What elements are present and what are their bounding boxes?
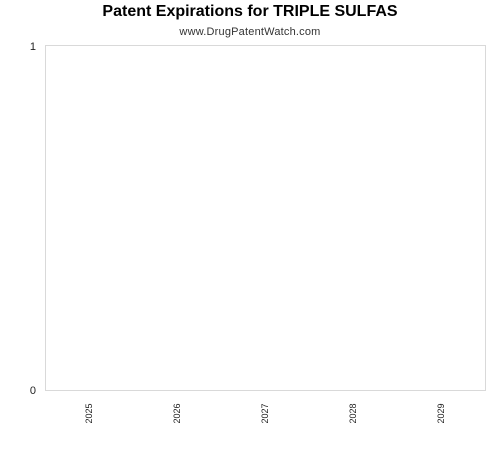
x-axis: 2025 2026 2027 2028 2029 bbox=[84, 404, 446, 424]
x-tick-label-2029: 2029 bbox=[436, 404, 446, 424]
y-tick-label-min: 0 bbox=[30, 385, 36, 397]
chart-subtitle: www.DrugPatentWatch.com bbox=[179, 26, 321, 38]
y-axis: 1 0 bbox=[30, 41, 36, 397]
x-tick-label-2028: 2028 bbox=[348, 404, 358, 424]
x-tick-label-2027: 2027 bbox=[260, 404, 270, 424]
y-tick-label-max: 1 bbox=[30, 41, 36, 53]
chart-title: Patent Expirations for TRIPLE SULFAS bbox=[102, 3, 398, 20]
plot-area bbox=[45, 45, 486, 391]
x-tick-label-2025: 2025 bbox=[84, 404, 94, 424]
x-tick-label-2026: 2026 bbox=[172, 404, 182, 424]
